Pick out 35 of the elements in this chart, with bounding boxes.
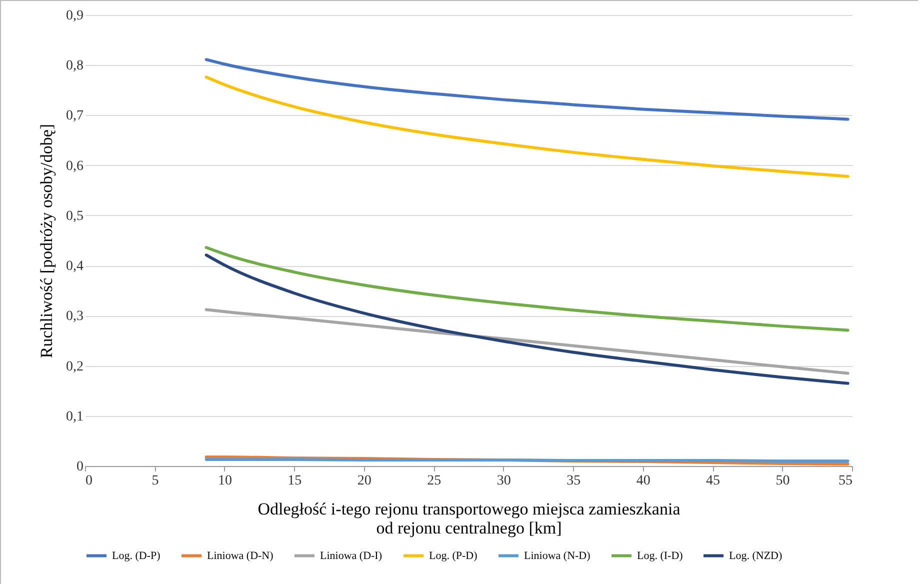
x-tick-label: 15 — [288, 474, 302, 488]
x-tick-label: 5 — [152, 474, 159, 488]
y-tick-label: 0,9 — [66, 8, 84, 24]
x-tick-label: 25 — [427, 474, 442, 488]
y-tick-label: 0,6 — [66, 158, 84, 174]
legend-label: Log. (P-D) — [429, 550, 478, 562]
x-tick-label: 35 — [566, 474, 581, 488]
line-series — [204, 76, 850, 178]
y-axis-title: Ruchliwość [podróży osoby/dobę] — [37, 124, 56, 358]
x-tick-label: 20 — [357, 474, 372, 488]
x-tick-label: 40 — [636, 474, 650, 488]
legend-label: Log. (D-P) — [112, 550, 161, 562]
y-tick-label: 0,4 — [66, 259, 84, 274]
line-series — [204, 308, 850, 375]
legend-label: Liniowa (N-D) — [524, 550, 591, 562]
x-axis-title: Odległość i-tego rejonu transportowego miejsca zamieszkania od rejonu centralnego [km] — [258, 500, 681, 538]
y-tick-label: 0,1 — [66, 409, 84, 424]
y-tick-label: 0 — [76, 460, 84, 474]
y-tick-label: 0,8 — [66, 58, 84, 74]
x-tick-label: 50 — [776, 474, 790, 488]
y-tick-label: 0,7 — [66, 108, 84, 124]
legend-label: Liniowa (D-N) — [207, 550, 274, 562]
line-series — [204, 254, 850, 385]
x-tick-label: 45 — [706, 474, 720, 488]
y-tick-label: 0,5 — [66, 208, 84, 224]
legend-label: Log. (I-D) — [637, 550, 684, 562]
y-tick-label: 0,3 — [66, 309, 84, 324]
x-tick-label: 10 — [218, 474, 232, 488]
y-tick-label: 0,2 — [66, 359, 84, 374]
line-series — [204, 246, 850, 332]
x-tick-label: 30 — [496, 474, 511, 488]
legend-label: Log. (NZD) — [729, 550, 782, 562]
line-series — [204, 58, 850, 121]
legend-label: Liniowa (D-I) — [320, 550, 382, 562]
x-tick-label: 55 — [838, 474, 852, 488]
